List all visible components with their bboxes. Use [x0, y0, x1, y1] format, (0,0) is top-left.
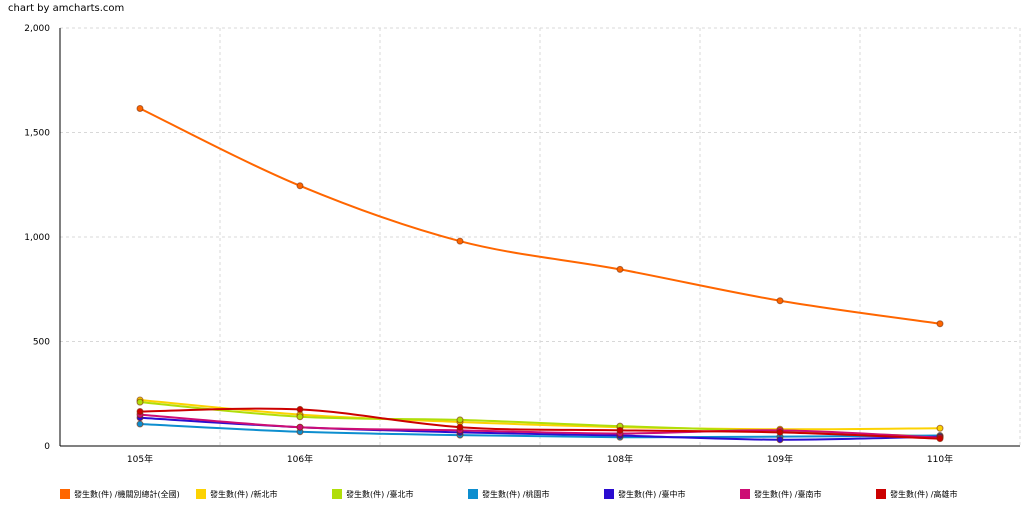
data-point[interactable]	[136, 420, 144, 428]
series-line	[139, 423, 941, 439]
legend-item-3[interactable]: 發生數(件) /臺北市	[332, 489, 413, 499]
data-point[interactable]	[776, 297, 784, 305]
data-point[interactable]	[296, 405, 304, 413]
x-tick-label: 107年	[447, 453, 473, 465]
data-point[interactable]	[776, 436, 784, 444]
x-tick-label: 106年	[287, 453, 313, 465]
y-tick-label: 1,500	[24, 129, 50, 139]
y-tick-label: 500	[33, 338, 50, 348]
data-point[interactable]	[456, 237, 464, 245]
data-point[interactable]	[936, 424, 944, 432]
data-point[interactable]	[616, 426, 624, 434]
series-lines	[136, 104, 944, 444]
legend-item-5[interactable]: 發生數(件) /臺中市	[604, 489, 685, 499]
x-tick-label: 108年	[607, 453, 633, 465]
legend-item-1[interactable]: 發生數(件) /機關別總計(全國)	[60, 489, 180, 499]
data-point[interactable]	[136, 398, 144, 406]
series-line	[139, 399, 941, 431]
legend-item-6[interactable]: 發生數(件) /臺南市	[740, 489, 821, 499]
data-point[interactable]	[136, 408, 144, 416]
legend-item-7[interactable]: 發生數(件) /高雄市	[876, 489, 957, 499]
x-tick-label: 109年	[767, 453, 793, 465]
x-tick-label: 110年	[927, 453, 953, 465]
legend-label: 發生數(件) /臺南市	[754, 489, 821, 499]
y-tick-label: 1,000	[24, 233, 50, 243]
legend-swatch	[740, 489, 750, 499]
legend-item-2[interactable]: 發生數(件) /新北市	[196, 489, 277, 499]
legend: 發生數(件) /機關別總計(全國) 發生數(件) /新北市 發生數(件) /臺北市 發…	[60, 489, 957, 499]
data-point[interactable]	[936, 320, 944, 328]
data-point[interactable]	[936, 435, 944, 443]
legend-label: 發生數(件) /臺北市	[346, 489, 413, 499]
legend-swatch	[876, 489, 886, 499]
data-point[interactable]	[296, 413, 304, 421]
axes: 0 500 1,000 1,500 2,000 105年 106年 107年 108年 109年 1…	[24, 24, 1020, 465]
series-7	[136, 405, 944, 443]
legend-label: 發生數(件) /機關別總計(全國)	[74, 489, 180, 499]
data-point[interactable]	[776, 428, 784, 436]
series-line	[139, 413, 941, 439]
legend-swatch	[332, 489, 342, 499]
data-point[interactable]	[296, 182, 304, 190]
data-point[interactable]	[456, 423, 464, 431]
legend-label: 發生數(件) /桃園市	[482, 489, 549, 499]
series-line	[139, 107, 941, 325]
legend-label: 發生數(件) /臺中市	[618, 489, 685, 499]
y-tick-label: 0	[44, 442, 50, 452]
x-tick-label: 105年	[127, 453, 153, 465]
data-point[interactable]	[136, 104, 144, 112]
data-point[interactable]	[616, 265, 624, 273]
legend-label: 發生數(件) /新北市	[210, 489, 277, 499]
legend-item-4[interactable]: 發生數(件) /桃園市	[468, 489, 549, 499]
legend-swatch	[60, 489, 70, 499]
amcharts-credit[interactable]: chart by amcharts.com	[8, 3, 124, 14]
series-1	[136, 104, 944, 328]
data-point[interactable]	[456, 416, 464, 424]
legend-swatch	[604, 489, 614, 499]
legend-swatch	[196, 489, 206, 499]
legend-label: 發生數(件) /高雄市	[890, 489, 957, 499]
y-tick-label: 2,000	[24, 24, 50, 34]
grid	[60, 27, 1021, 446]
legend-swatch	[468, 489, 478, 499]
series-line	[139, 407, 941, 440]
data-point[interactable]	[296, 423, 304, 431]
